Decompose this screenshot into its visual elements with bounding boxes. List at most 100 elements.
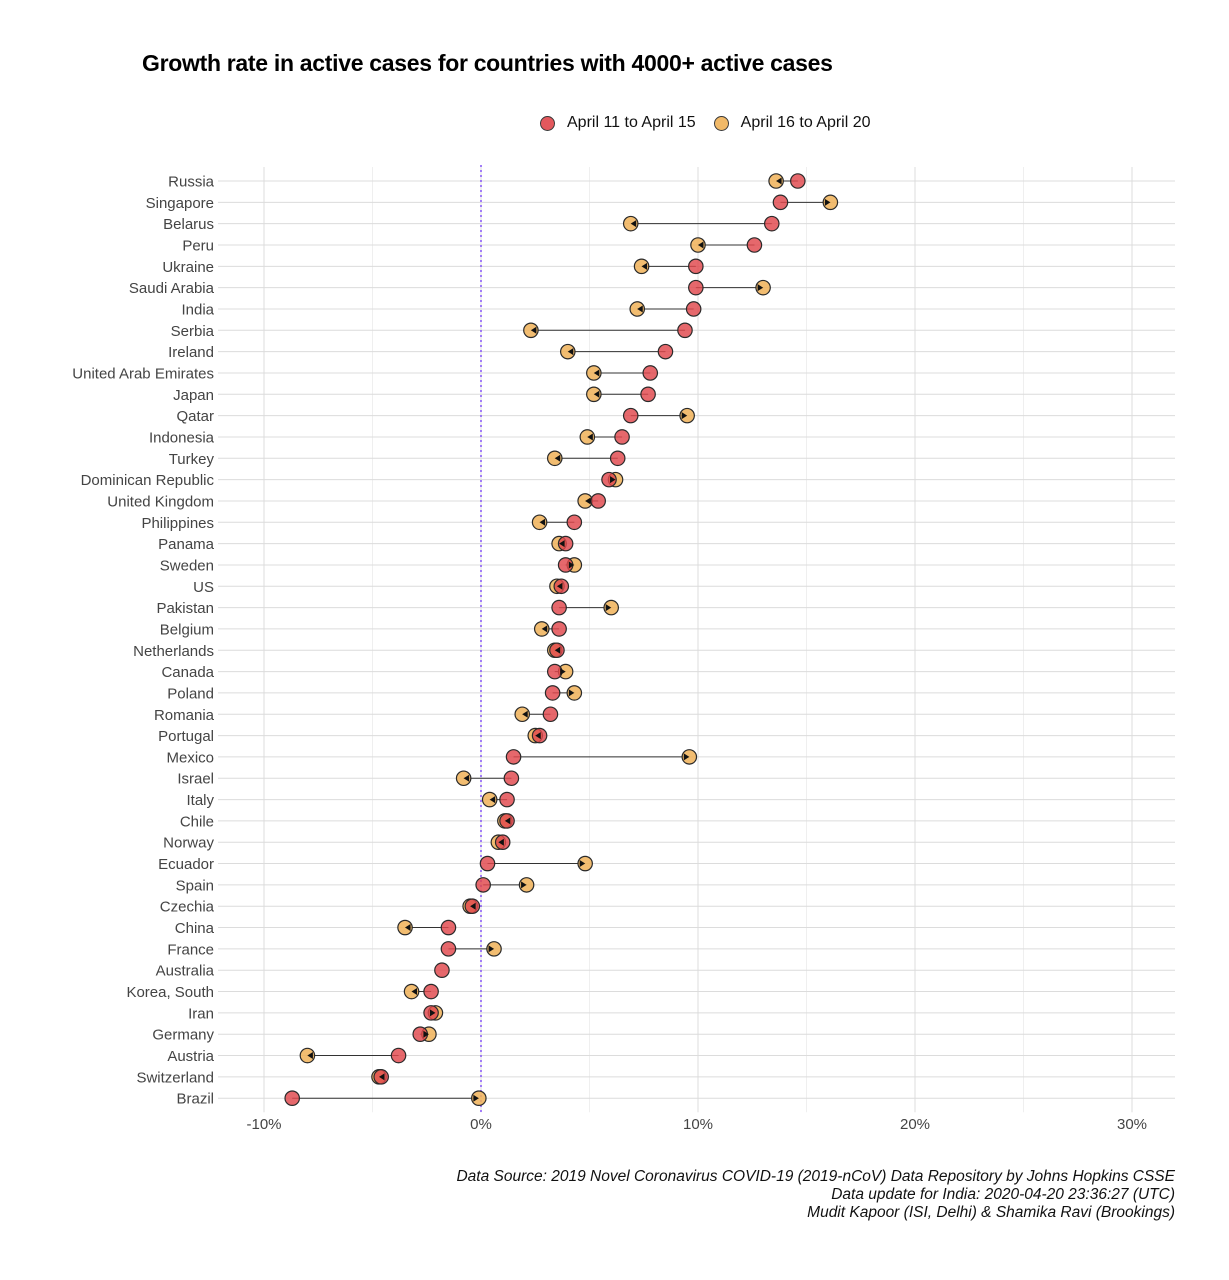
change-arrowhead: [641, 262, 648, 270]
point-apr11-15: [503, 770, 520, 787]
change-arrowhead: [568, 689, 575, 697]
country-label: Poland: [167, 685, 214, 702]
grid-layer: [218, 167, 1175, 1113]
point-apr11-15: [544, 685, 561, 701]
change-arrowhead: [379, 1073, 385, 1081]
x-tick-label: 0%: [470, 1116, 492, 1133]
country-label: Ukraine: [162, 259, 214, 276]
change-arrowhead: [683, 753, 690, 761]
change-arrowhead: [605, 604, 612, 612]
change-arrowhead: [429, 1009, 436, 1017]
point-apr11-15: [790, 173, 806, 189]
point-apr11-15: [434, 962, 450, 979]
legend-label-apr16-20: April 16 to April 20: [740, 114, 871, 131]
country-label: Russia: [168, 174, 215, 191]
caption-update: Data update for India: 2020-04-20 23:36:…: [831, 1186, 1175, 1203]
change-arrowhead: [559, 540, 565, 548]
country-label: Dominican Republic: [81, 472, 215, 489]
country-label: Ecuador: [158, 856, 214, 873]
change-arrowhead: [560, 668, 566, 676]
country-label: India: [181, 301, 214, 318]
point-apr11-15: [640, 386, 656, 403]
point-apr11-15: [614, 429, 630, 445]
change-arrowhead: [585, 497, 591, 505]
point-apr11-15: [551, 621, 567, 637]
point-apr11-15: [390, 1047, 407, 1064]
point-apr11-15: [546, 663, 563, 680]
country-label: Israel: [177, 771, 214, 788]
legend-item-apr16-20: April 16 to April 20: [713, 114, 871, 132]
change-arrowhead: [568, 561, 575, 569]
segment-layer: [292, 180, 831, 1099]
caption-source: Data Source: 2019 Novel Coronavirus COVI…: [456, 1168, 1175, 1185]
change-arrowhead: [488, 945, 495, 953]
change-arrowhead: [522, 710, 528, 718]
point-apr11-15: [642, 365, 659, 381]
change-arrowhead: [554, 454, 561, 462]
change-arrowhead: [530, 326, 537, 334]
point-apr11-15: [763, 215, 780, 232]
country-label: Canada: [161, 664, 214, 681]
chart-title: Growth rate in active cases for countrie…: [142, 50, 833, 76]
legend-swatch-apr16-20: [713, 115, 729, 131]
change-arrowhead: [610, 476, 616, 484]
change-arrowhead: [423, 1030, 429, 1038]
caption: Data Source: 2019 Novel Coronavirus COVI…: [456, 1168, 1175, 1222]
change-arrowhead: [593, 390, 600, 398]
country-label: Serbia: [171, 323, 215, 340]
point-apr11-15: [479, 855, 496, 872]
change-arrowhead: [579, 860, 586, 868]
caption-authors: Mudit Kapoor (ISI, Delhi) & Shamika Ravi…: [807, 1204, 1175, 1221]
change-arrowhead: [554, 646, 561, 654]
country-label: Qatar: [176, 408, 214, 425]
change-arrowhead: [681, 412, 688, 420]
point-apr11-15: [542, 706, 559, 723]
x-tick-label: 20%: [900, 1116, 930, 1133]
point-apr11-15: [746, 237, 763, 253]
change-arrowhead: [637, 305, 643, 313]
country-label: Belgium: [160, 621, 214, 638]
change-arrowhead: [539, 518, 546, 526]
change-arrowhead: [504, 817, 511, 825]
point-apr11-15: [688, 279, 704, 296]
point-apr11-15: [499, 791, 515, 808]
country-label: Sweden: [160, 557, 214, 574]
country-label: United Kingdom: [107, 493, 214, 510]
change-arrowhead: [473, 1094, 479, 1102]
country-label: Czechia: [160, 899, 215, 916]
point-apr11-15: [475, 877, 491, 893]
legend: April 11 to April 15 April 16 to April 2…: [540, 110, 889, 136]
country-label: Italy: [186, 792, 214, 809]
country-label: Panama: [158, 536, 215, 553]
point-apr11-15: [622, 407, 639, 424]
point-apr11-15: [551, 599, 567, 616]
point-apr11-15: [677, 322, 693, 339]
point-apr11-15: [440, 919, 457, 936]
change-arrowhead: [757, 284, 764, 292]
x-tick-label: -10%: [246, 1116, 281, 1133]
change-arrowhead: [567, 348, 574, 356]
country-label: Spain: [176, 877, 214, 894]
legend-label-apr11-15: April 11 to April 15: [567, 114, 696, 131]
country-label: China: [175, 920, 215, 937]
country-label: Peru: [182, 237, 214, 254]
change-arrowhead: [411, 988, 418, 996]
point-apr11-15: [423, 983, 439, 1000]
point-apr11-15: [657, 343, 674, 360]
change-arrowhead: [776, 177, 782, 185]
country-label: Pakistan: [156, 600, 214, 617]
country-label: France: [167, 941, 214, 958]
change-arrowhead: [463, 774, 470, 782]
x-tick-label: 30%: [1117, 1116, 1147, 1133]
point-apr11-15: [772, 194, 789, 211]
country-label: Saudi Arabia: [129, 280, 215, 297]
point-apr11-15: [566, 514, 583, 531]
change-arrowhead: [498, 838, 504, 846]
country-label: Netherlands: [133, 643, 214, 660]
change-arrowhead: [521, 881, 527, 889]
country-label: Germany: [152, 1027, 214, 1044]
x-tick-layer: -10% 0% 10% 20% 30%: [246, 1116, 1147, 1133]
change-arrowhead: [307, 1052, 313, 1060]
point-apr11-15: [505, 749, 522, 765]
country-label: Chile: [180, 813, 214, 830]
